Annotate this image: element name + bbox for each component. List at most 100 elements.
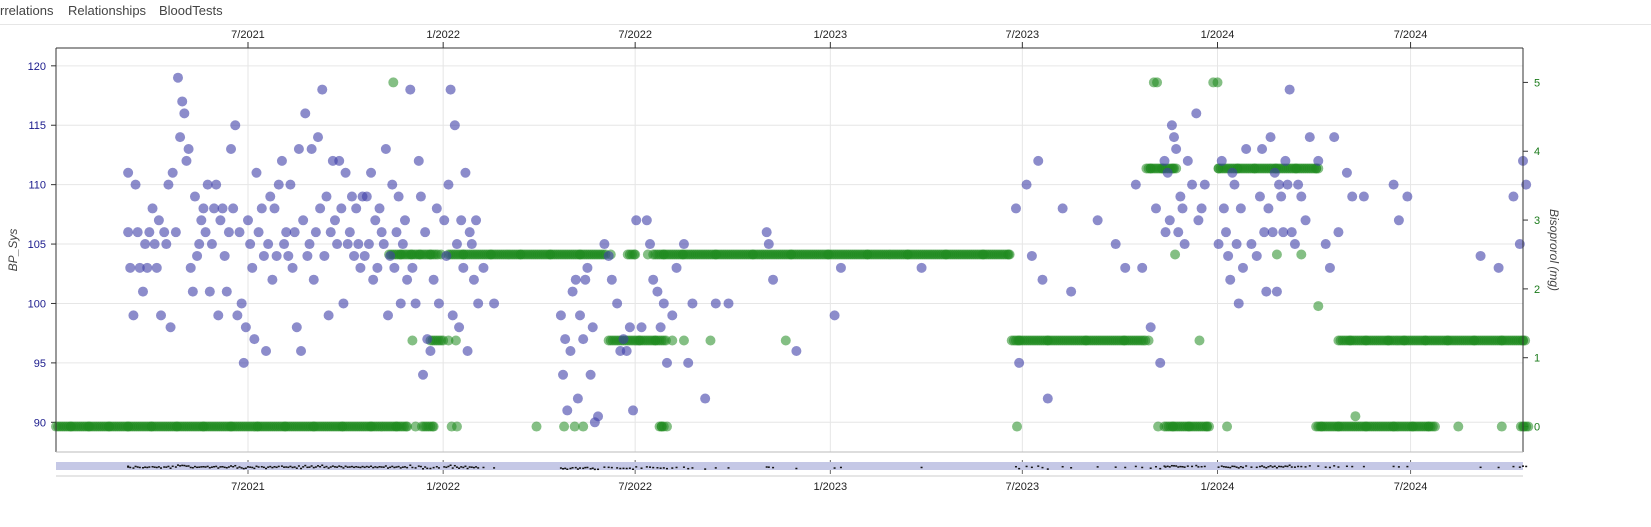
bp-sys-point	[652, 286, 663, 297]
navigator-mark	[662, 467, 665, 469]
bp-sys-point	[578, 334, 589, 345]
navigator-mark	[273, 465, 276, 468]
bp-sys-point	[710, 298, 721, 309]
bp-sys-point	[1182, 155, 1193, 166]
navigator-mark	[1300, 465, 1303, 468]
navigator-mark	[391, 465, 394, 468]
navigator-mark	[304, 464, 307, 467]
bp-sys-point	[1177, 203, 1188, 214]
bp-sys-point	[334, 155, 345, 166]
bp-sys-point	[130, 179, 141, 190]
navigator-mark	[1124, 466, 1127, 469]
bp-sys-point	[249, 334, 260, 345]
navigator-tick-label: 7/2023	[1006, 481, 1040, 493]
navigator-mark	[1186, 465, 1189, 467]
navigator-mark	[1265, 467, 1268, 469]
bp-sys-point	[1508, 191, 1519, 202]
bisoprolol-point	[1042, 335, 1053, 346]
bp-sys-point	[618, 334, 629, 345]
bp-sys-point	[1246, 239, 1257, 250]
bp-sys-point	[560, 334, 571, 345]
navigator-mark	[193, 465, 196, 468]
navigator-mark	[1512, 465, 1515, 468]
bp-sys-point	[1231, 239, 1242, 250]
bp-sys-point	[1320, 239, 1331, 250]
bp-sys-point	[407, 262, 418, 273]
bp-sys-point	[1274, 179, 1285, 190]
bp-sys-point	[147, 203, 158, 214]
navigator-mark	[462, 466, 465, 469]
bp-sys-point	[240, 322, 251, 333]
left-y-axis: 90 95 100 105 110 115 120	[28, 61, 56, 429]
bisoprolol-point	[1388, 421, 1399, 432]
bp-sys-point	[172, 72, 183, 83]
navigator-mark	[571, 467, 574, 469]
navigator-mark	[920, 466, 923, 469]
bisoprolol-point	[823, 249, 834, 260]
range-navigator[interactable]	[56, 460, 1528, 477]
bp-sys-point	[380, 144, 391, 154]
bp-sys-point	[1254, 191, 1265, 202]
navigator-mark	[163, 466, 166, 468]
navigator-mark	[1168, 466, 1171, 468]
bp-sys-point	[1110, 239, 1121, 250]
bp-sys-point	[221, 286, 232, 297]
bp-sys-point	[648, 274, 659, 285]
y-tick-label: 120	[28, 61, 46, 73]
navigator-mark	[795, 467, 798, 470]
navigator-mark	[314, 466, 317, 468]
navigator-mark	[306, 466, 309, 469]
navigator-mark	[610, 466, 613, 469]
bp-sys-point	[189, 191, 200, 202]
bp-sys-point	[374, 203, 385, 214]
bisoprolol-point	[65, 421, 76, 432]
bp-sys-point	[206, 239, 217, 250]
bisoprolol-point	[578, 421, 589, 432]
bp-sys-point	[418, 369, 429, 380]
y-tick-label: 110	[28, 180, 46, 192]
tab-relationships[interactable]: Relationships	[68, 3, 147, 18]
tab-bloodtests[interactable]: BloodTests	[159, 3, 223, 18]
bp-sys-point	[763, 239, 774, 250]
bp-sys-point	[587, 322, 598, 333]
navigator-mark	[562, 468, 565, 470]
bp-sys-point	[473, 298, 484, 309]
bisoprolol-point	[1345, 335, 1356, 346]
y-tick-label: 100	[28, 298, 46, 310]
navigator-mark	[435, 465, 438, 468]
navigator-mark	[262, 466, 265, 469]
bp-sys-point	[187, 286, 198, 297]
bp-sys-point	[300, 108, 311, 119]
navigator-mark	[291, 466, 294, 469]
bp-sys-point	[1150, 203, 1161, 214]
bp-sys-point	[1293, 179, 1304, 190]
navigator-mark	[1170, 464, 1173, 467]
navigator-mark	[582, 467, 585, 470]
bisoprolol-point	[780, 335, 791, 346]
bp-sys-point	[1235, 203, 1246, 214]
bp-sys-point	[223, 227, 234, 238]
bp-sys-point	[302, 250, 313, 261]
bp-bisoprolol-chart[interactable]: 7/2021 1/2022 7/2022 1/2023 7/2023 1/2024 7/20…	[0, 24, 1651, 527]
navigator-mark	[1070, 467, 1073, 469]
bp-sys-point	[1358, 191, 1369, 202]
navigator-mark	[1317, 465, 1320, 467]
navigator-mark	[1286, 465, 1289, 468]
bp-sys-point	[1333, 227, 1344, 238]
tab-correlations[interactable]: rrelations	[0, 3, 54, 18]
navigator-mark	[151, 465, 154, 468]
bp-sys-point	[1171, 144, 1182, 154]
bisoprolol-point	[531, 421, 542, 432]
bp-sys-point	[355, 262, 366, 273]
navigator-mark	[1271, 466, 1274, 468]
navigator-mark	[1149, 467, 1152, 469]
navigator-mark	[267, 466, 270, 468]
navigator-mark	[1141, 466, 1144, 469]
bp-sys-point	[1241, 144, 1252, 154]
navigator-mark	[1179, 465, 1182, 468]
bp-sys-point	[1193, 215, 1204, 226]
navigator-mark	[628, 467, 631, 469]
navigator-mark	[559, 467, 562, 469]
navigator-mark	[1163, 465, 1166, 467]
bp-sys-point	[363, 239, 374, 250]
